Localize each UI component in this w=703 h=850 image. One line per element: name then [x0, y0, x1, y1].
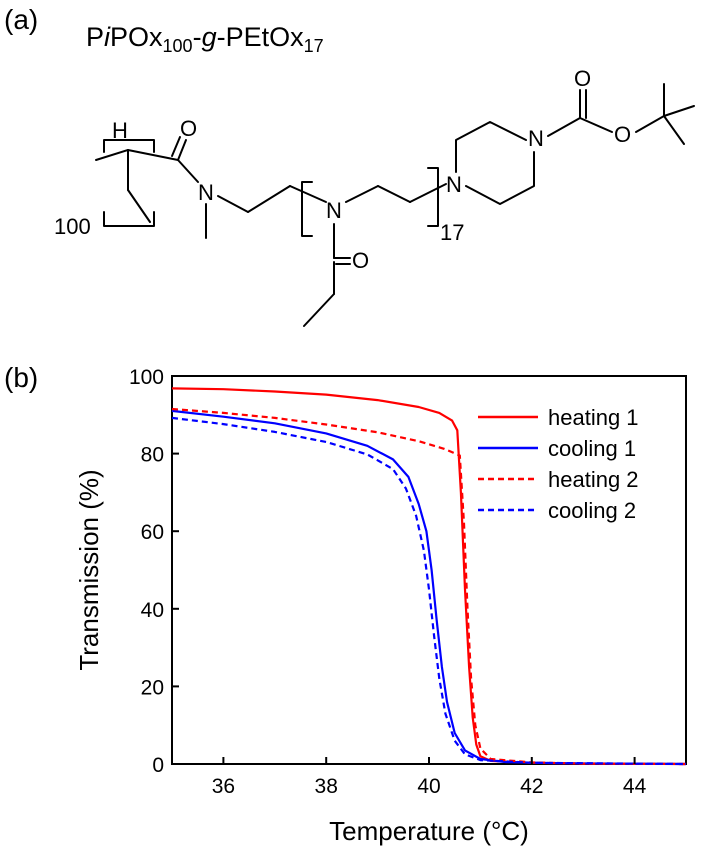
- x-tick-label: 44: [623, 775, 647, 798]
- x-tick-label: 42: [520, 775, 543, 798]
- legend-label-3: heating 2: [548, 467, 639, 492]
- atom-H: H: [112, 118, 128, 143]
- bond-carbonyl-N: [177, 159, 199, 183]
- piperazine-ring: [455, 121, 535, 205]
- legend-label-4: cooling 2: [548, 498, 636, 523]
- tbutyl-methyl-3: [663, 115, 685, 145]
- y-tick-label: 100: [129, 366, 164, 389]
- bond-to-carbonyl: [127, 149, 179, 161]
- atom-N-repeat: N: [326, 198, 342, 223]
- side-ethyl-2: [303, 293, 335, 327]
- panel-b-label: (b): [4, 362, 39, 393]
- amide-double-bond-b: [171, 136, 181, 157]
- repeat-chain-3: [409, 183, 447, 203]
- boc-bond-3: [635, 115, 665, 133]
- legend-label-2: cooling 1: [548, 436, 636, 461]
- x-tick-label: 38: [315, 775, 338, 798]
- x-axis-title: Temperature (°C): [329, 816, 529, 846]
- legend-label-1: heating 1: [548, 405, 639, 430]
- y-tick-label: 60: [141, 521, 164, 544]
- repeat-chain-1: [345, 185, 379, 203]
- repeat-bracket-left: [301, 181, 313, 237]
- ethyl-linker-1: [217, 195, 249, 213]
- y-axis-title: Transmission (%): [74, 469, 104, 670]
- atom-O-amide: O: [180, 116, 197, 141]
- y-tick-label: 80: [141, 444, 164, 467]
- atom-O-side: O: [352, 248, 369, 273]
- series-line-3: [171, 407, 687, 766]
- chemical-structure: PiPOx100-g-PEtOx17 H 100 O N N 17 O N N …: [54, 22, 695, 327]
- tbutyl-methyl-2: [663, 105, 695, 117]
- x-tick-label: 40: [417, 775, 440, 798]
- repeat-unit-17: 17: [440, 220, 464, 245]
- boc-bond-2: [579, 117, 613, 133]
- repeat-unit-100: 100: [54, 214, 91, 239]
- bond-into-repeat: [289, 185, 327, 203]
- atom-O-ester: O: [614, 122, 631, 147]
- repeat-chain-2: [377, 185, 411, 203]
- tick-group: 36 38 40 42 44 0 20 40 60 80 100: [129, 366, 647, 798]
- atom-N-piperazine-2: N: [528, 126, 544, 151]
- backbone-bond-1: [95, 149, 129, 161]
- amide-double-bond-a: [177, 139, 187, 161]
- y-tick-label: 0: [152, 754, 164, 777]
- atom-N-amide: N: [198, 180, 214, 205]
- plot-frame: [171, 375, 687, 765]
- legend: heating 1 cooling 1 heating 2 cooling 2: [478, 405, 639, 523]
- ethyl-linker-2: [247, 185, 291, 213]
- transmission-chart: 36 38 40 42 44 0 20 40 60 80 100 heating 1 cooling …: [74, 366, 687, 846]
- atom-O-carbonyl: O: [574, 66, 591, 91]
- y-tick-label: 20: [141, 676, 164, 699]
- repeat-bracket-right: [427, 167, 439, 227]
- backbone-bracket-top: [103, 139, 155, 153]
- y-tick-label: 40: [141, 599, 164, 622]
- backbone-bracket-bottom: [103, 211, 155, 227]
- polymer-formula: PiPOx100-g-PEtOx17: [86, 22, 324, 56]
- atom-N-piperazine-1: N: [446, 172, 462, 197]
- backbone-bond-3: [127, 189, 151, 223]
- boc-bond-1: [547, 117, 581, 137]
- panel-a-label: (a): [4, 4, 39, 35]
- curve-group: [171, 387, 687, 766]
- x-tick-label: 36: [212, 775, 235, 798]
